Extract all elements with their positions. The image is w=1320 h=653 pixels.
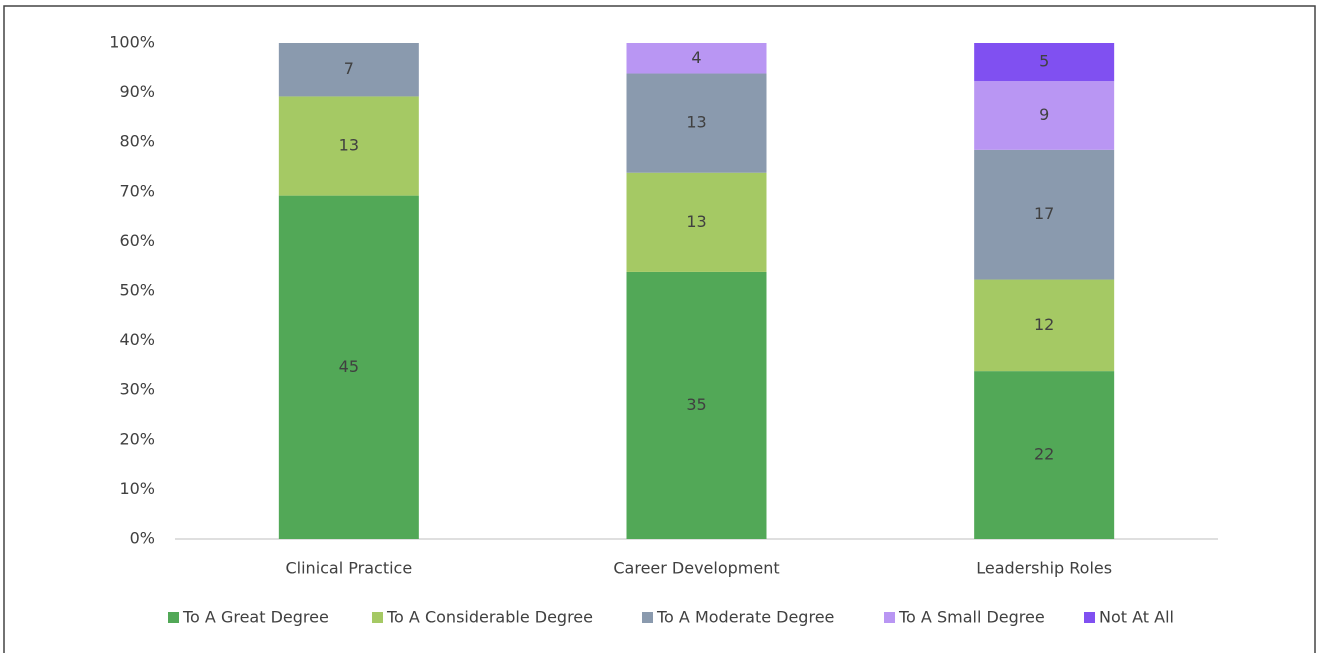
data-label: 35: [686, 395, 706, 414]
data-label: 12: [1034, 315, 1054, 334]
data-label: 13: [339, 136, 359, 155]
y-tick-label: 60%: [119, 231, 155, 250]
y-tick-label: 20%: [119, 429, 155, 448]
y-tick-label: 100%: [109, 33, 155, 52]
data-label: 13: [686, 212, 706, 231]
bar-segment: [974, 81, 1115, 150]
y-tick-label: 10%: [119, 479, 155, 498]
y-tick-label: 70%: [119, 181, 155, 200]
bar-segment: [626, 43, 767, 74]
x-tick-label: Clinical Practice: [285, 559, 412, 578]
legend-swatch: [1084, 612, 1095, 623]
data-label: 5: [1039, 52, 1049, 71]
data-label: 9: [1039, 105, 1049, 124]
bar-segment: [278, 96, 419, 196]
legend-swatch: [168, 612, 179, 623]
y-tick-label: 0%: [130, 529, 155, 548]
x-tick-label: Career Development: [613, 559, 779, 578]
y-tick-label: 80%: [119, 132, 155, 151]
x-tick-label: Leadership Roles: [976, 559, 1112, 578]
bar-segment: [974, 279, 1115, 372]
data-label: 22: [1034, 445, 1054, 464]
bar-segment: [626, 271, 767, 539]
legend-swatch: [642, 612, 653, 623]
bar-segment: [278, 43, 419, 97]
legend-label: To A Considerable Degree: [386, 608, 593, 627]
data-label: 13: [686, 113, 706, 132]
data-label: 7: [344, 59, 354, 78]
bar-segment: [974, 149, 1115, 280]
bar-segment: [974, 371, 1115, 539]
y-tick-label: 90%: [119, 82, 155, 101]
bar-segment: [626, 172, 767, 272]
legend-label: Not At All: [1099, 608, 1174, 627]
bar-segment: [278, 195, 419, 539]
data-label: 17: [1034, 204, 1054, 223]
legend-label: To A Small Degree: [898, 608, 1045, 627]
bar-segment: [626, 73, 767, 173]
legend-label: To A Great Degree: [182, 608, 329, 627]
y-tick-label: 30%: [119, 380, 155, 399]
legend-swatch: [884, 612, 895, 623]
bar-segment: [974, 43, 1115, 82]
y-tick-label: 40%: [119, 330, 155, 349]
data-label: 4: [691, 48, 701, 67]
data-label: 45: [339, 357, 359, 376]
legend-swatch: [372, 612, 383, 623]
legend-label: To A Moderate Degree: [656, 608, 834, 627]
y-tick-label: 50%: [119, 281, 155, 300]
